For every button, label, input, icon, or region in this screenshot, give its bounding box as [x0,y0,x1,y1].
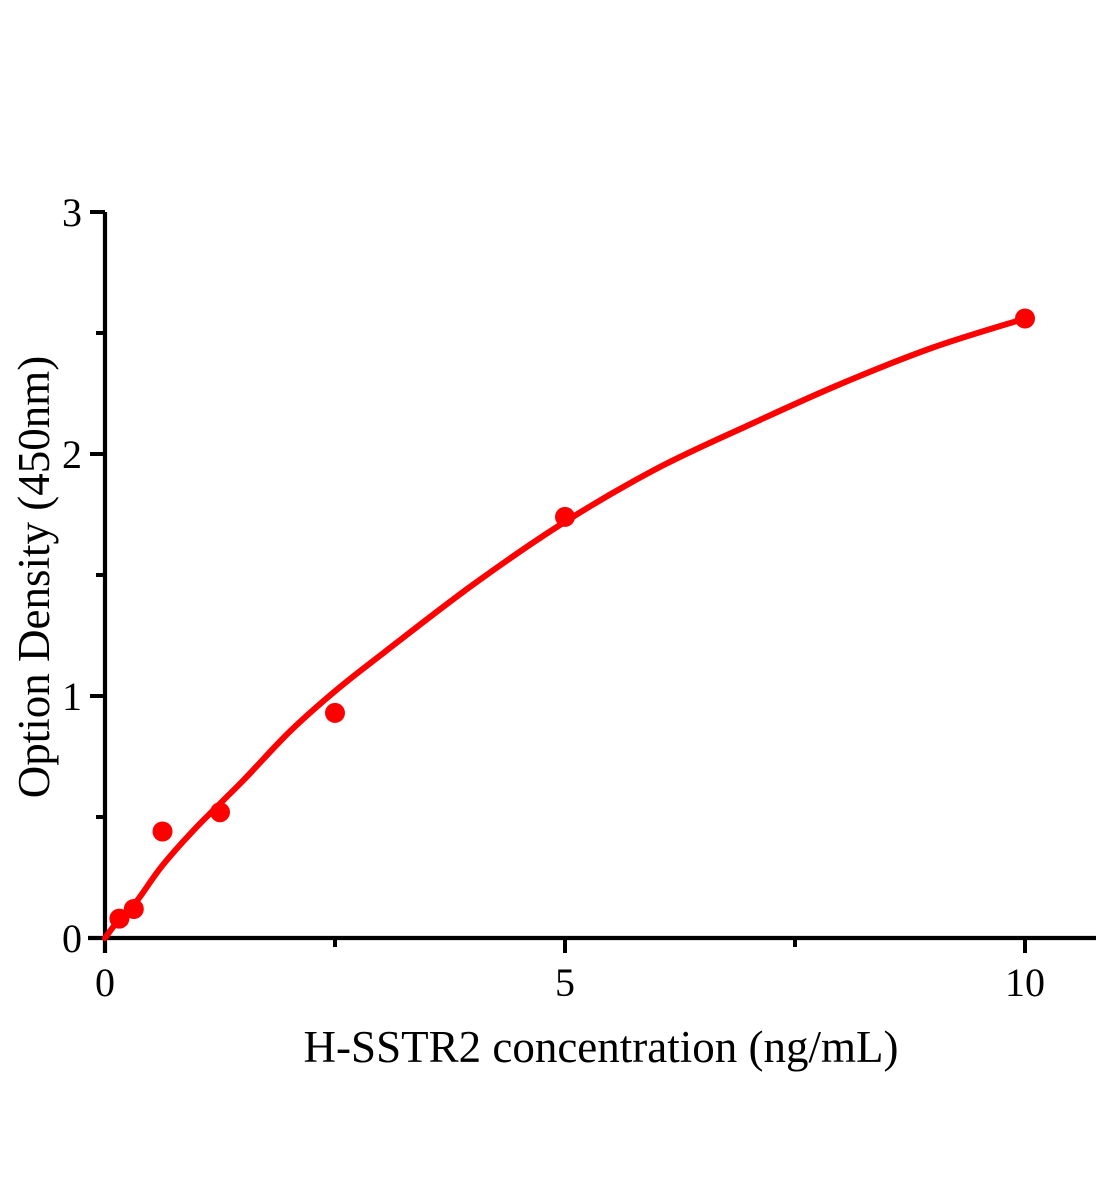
y-tick-label: 1 [62,674,82,719]
data-point [555,506,575,527]
data-point [123,899,144,919]
tick-labels: 0 5 10 0 1 2 3 [62,190,1045,1005]
data-point [210,802,230,823]
x-tick-label: 5 [555,960,575,1005]
x-axis-title: H-SSTR2 concentration (ng/mL) [303,1022,899,1072]
data-point [152,821,173,842]
fit-curve [102,315,1028,941]
axes [88,212,1096,953]
axis-ticks [90,210,1027,953]
y-tick-label: 2 [62,432,82,477]
x-tick-label: 10 [1005,960,1045,1005]
x-tick-label: 0 [95,960,115,1005]
y-axis-title: Option Density (450nm) [9,355,59,799]
data-point [1015,308,1035,329]
y-tick-label: 3 [62,190,82,235]
y-tick-label: 0 [62,916,82,961]
data-point [109,908,130,929]
data-point [325,702,345,723]
data-points [109,308,1035,929]
